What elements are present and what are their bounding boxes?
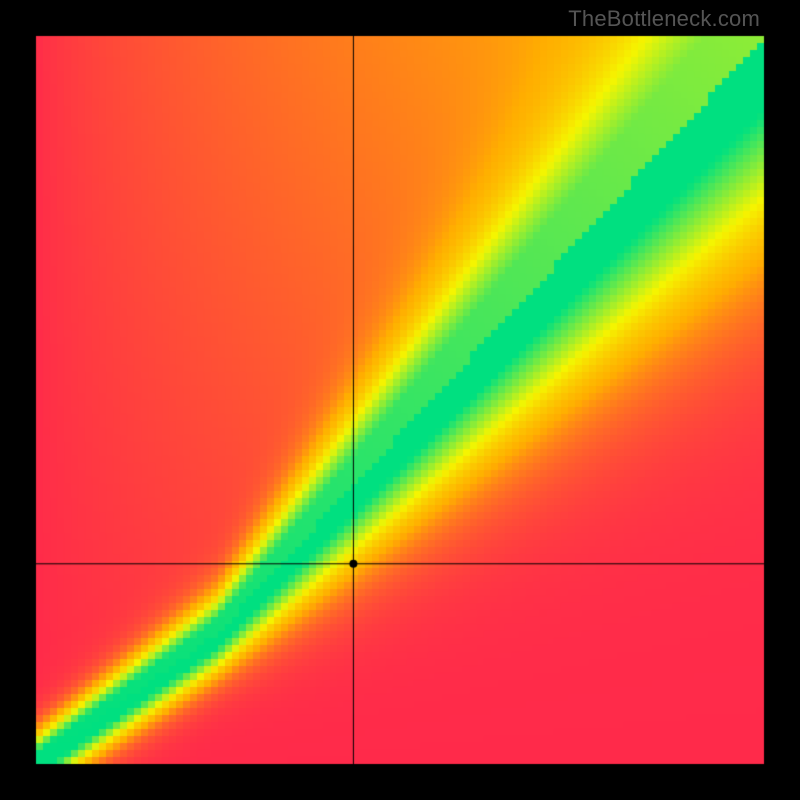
watermark-label: TheBottleneck.com	[568, 6, 760, 32]
bottleneck-heatmap	[0, 0, 800, 800]
